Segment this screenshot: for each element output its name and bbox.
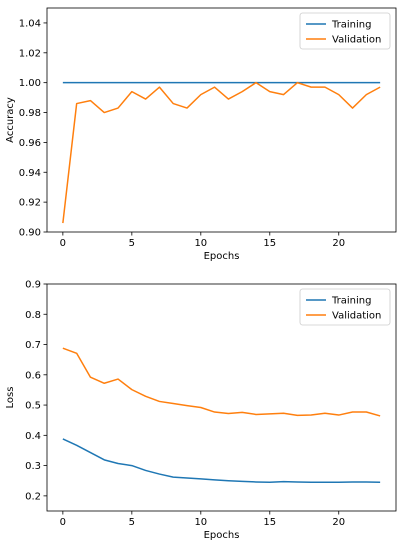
loss-plot-frame: [46, 283, 397, 512]
loss-series-training-line: [62, 438, 381, 483]
loss-series-validation-line: [62, 347, 381, 417]
accuracy-x-tick-label: 5: [129, 238, 135, 249]
loss-legend-label-validation: Validation: [332, 311, 381, 322]
loss-y-tick-label: 0.4: [25, 431, 41, 442]
loss-x-tick-label: 10: [194, 517, 207, 528]
loss-y-tick-label: 0.7: [25, 340, 41, 351]
loss-y-tick-label: 0.2: [25, 491, 41, 502]
accuracy-y-axis-label: Accuracy: [5, 97, 16, 143]
loss-y-tick-label: 0.9: [25, 280, 41, 291]
accuracy-x-tick-label: 10: [194, 238, 207, 249]
loss-y-tick-label: 0.5: [25, 401, 41, 412]
loss-chart: 0 5 10 15 20 0.2 0.3 0.4 0.5 0.6 0.7 0.8 0.9 Epochs Lo…: [5, 280, 397, 541]
accuracy-x-tick-label: 0: [60, 238, 66, 249]
accuracy-y-tick-label: 0.96: [19, 138, 41, 149]
loss-x-tick-label: 5: [129, 517, 135, 528]
accuracy-chart: 0 5 10 15 20 0.90 0.92 0.94 0.96 0.98 1.00 1.02 1.04…: [5, 7, 397, 262]
accuracy-y-tick-label: 1.00: [19, 78, 41, 89]
accuracy-x-axis-label: Epochs: [204, 251, 240, 262]
loss-y-tick-label: 0.3: [25, 461, 41, 472]
accuracy-y-tick-label: 1.04: [19, 18, 41, 29]
loss-x-tick-label: 15: [263, 517, 276, 528]
loss-legend: [299, 288, 391, 326]
accuracy-x-tick-label: 20: [332, 238, 345, 249]
accuracy-plot-frame: [46, 7, 397, 233]
loss-y-axis-label: Loss: [5, 387, 16, 409]
accuracy-y-tick-label: 0.92: [19, 198, 41, 209]
loss-x-tick-label: 20: [332, 517, 345, 528]
loss-legend-label-training: Training: [331, 296, 371, 307]
accuracy-y-tick-label: 0.98: [19, 108, 41, 119]
accuracy-y-tick-label: 1.02: [19, 48, 41, 59]
accuracy-y-tick-label: 0.94: [19, 168, 41, 179]
loss-x-axis-label: Epochs: [204, 530, 240, 541]
loss-y-tick-label: 0.6: [25, 370, 41, 381]
accuracy-x-tick-label: 15: [263, 238, 276, 249]
loss-y-tick-label: 0.8: [25, 310, 41, 321]
accuracy-legend: [299, 12, 391, 50]
accuracy-legend-label-training: Training: [331, 20, 371, 31]
accuracy-legend-label-validation: Validation: [332, 35, 381, 46]
accuracy-y-tick-label: 0.90: [19, 228, 41, 239]
accuracy-series-validation-line: [62, 81, 381, 224]
loss-x-tick-label: 0: [60, 517, 66, 528]
